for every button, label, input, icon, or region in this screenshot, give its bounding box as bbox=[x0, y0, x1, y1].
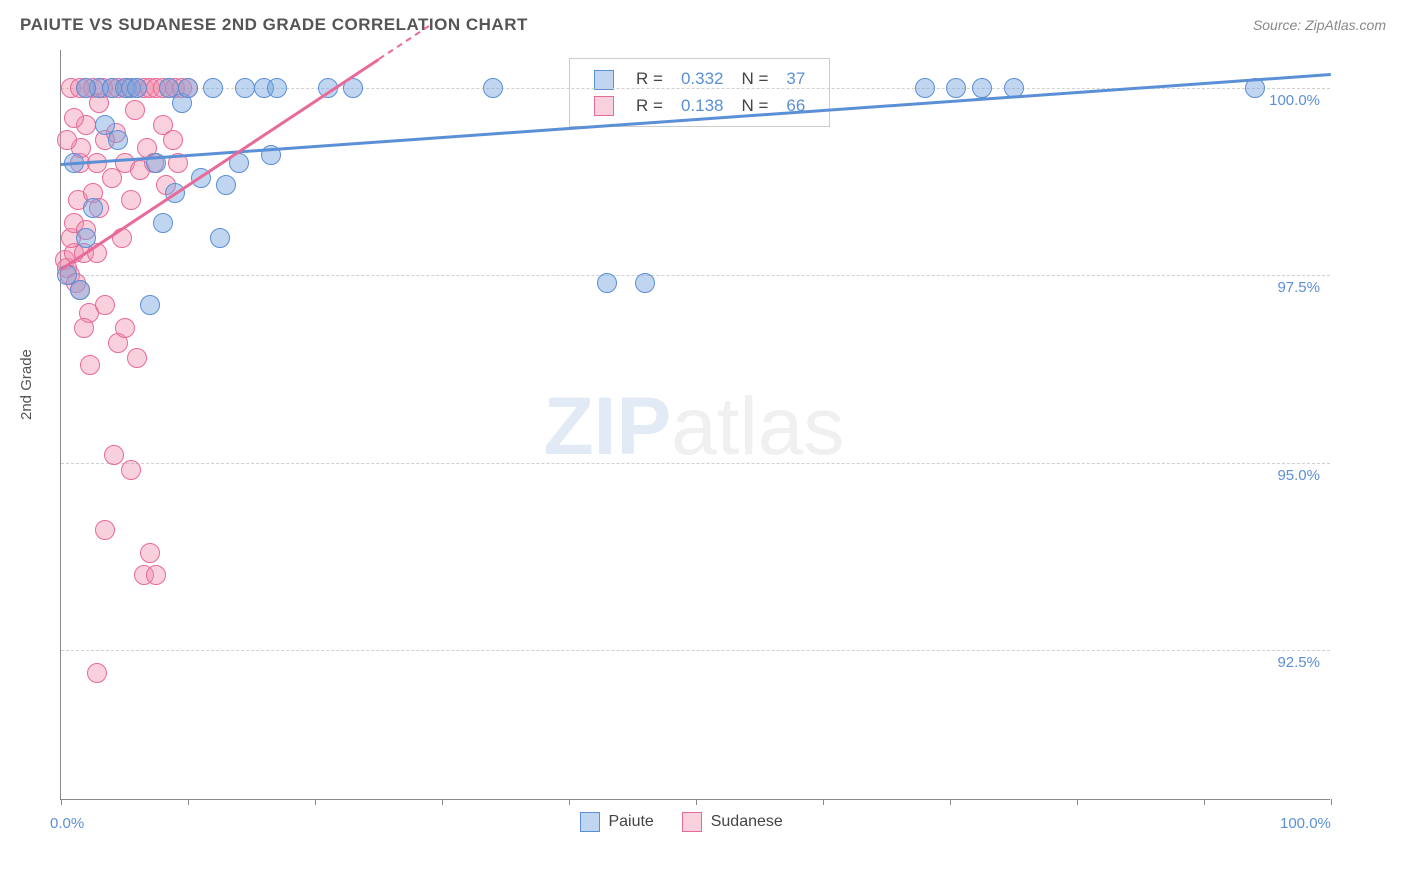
legend-label-paiute: Paiute bbox=[608, 813, 653, 830]
chart-source: Source: ZipAtlas.com bbox=[1253, 17, 1386, 33]
gridline bbox=[61, 463, 1330, 464]
data-point bbox=[104, 445, 124, 465]
xtick bbox=[823, 799, 824, 805]
data-point bbox=[946, 78, 966, 98]
data-point bbox=[597, 273, 617, 293]
watermark: ZIPatlas bbox=[544, 380, 845, 474]
xtick bbox=[1331, 799, 1332, 805]
ytick-label: 100.0% bbox=[1269, 92, 1320, 109]
chart-plot-area: ZIPatlas R = 0.332 N = 37 R = 0.138 N = … bbox=[60, 50, 1330, 800]
data-point bbox=[483, 78, 503, 98]
data-point bbox=[915, 78, 935, 98]
xtick-label-right: 100.0% bbox=[1280, 815, 1331, 832]
data-point bbox=[210, 228, 230, 248]
xtick bbox=[569, 799, 570, 805]
data-point bbox=[108, 130, 128, 150]
data-point bbox=[57, 130, 77, 150]
chart-header: PAIUTE VS SUDANESE 2ND GRADE CORRELATION… bbox=[0, 0, 1406, 40]
xtick bbox=[1077, 799, 1078, 805]
legend-item-sudanese: Sudanese bbox=[682, 812, 783, 832]
swatch-sudanese-icon bbox=[682, 812, 702, 832]
data-point bbox=[115, 318, 135, 338]
series-legend: Paiute Sudanese bbox=[568, 812, 795, 832]
data-point bbox=[87, 663, 107, 683]
data-point bbox=[125, 100, 145, 120]
data-point bbox=[635, 273, 655, 293]
data-point bbox=[95, 295, 115, 315]
data-point bbox=[163, 130, 183, 150]
data-point bbox=[203, 78, 223, 98]
data-point bbox=[972, 78, 992, 98]
data-point bbox=[74, 318, 94, 338]
xtick bbox=[1204, 799, 1205, 805]
xtick bbox=[950, 799, 951, 805]
chart-title: PAIUTE VS SUDANESE 2ND GRADE CORRELATION… bbox=[20, 15, 528, 35]
data-point bbox=[127, 78, 147, 98]
data-point bbox=[76, 78, 96, 98]
legend-item-paiute: Paiute bbox=[580, 812, 654, 832]
ytick-label: 97.5% bbox=[1277, 279, 1320, 296]
swatch-paiute-icon bbox=[580, 812, 600, 832]
gridline bbox=[61, 650, 1330, 651]
data-point bbox=[64, 108, 84, 128]
data-point bbox=[140, 543, 160, 563]
data-point bbox=[267, 78, 287, 98]
swatch-sudanese-icon bbox=[594, 96, 614, 116]
xtick bbox=[315, 799, 316, 805]
xtick bbox=[61, 799, 62, 805]
xtick bbox=[188, 799, 189, 805]
watermark-light: atlas bbox=[671, 381, 844, 472]
xtick-label-left: 0.0% bbox=[50, 815, 84, 832]
data-point bbox=[83, 198, 103, 218]
data-point bbox=[146, 565, 166, 585]
xtick bbox=[442, 799, 443, 805]
ytick-label: 95.0% bbox=[1277, 467, 1320, 484]
data-point bbox=[153, 213, 173, 233]
gridline bbox=[61, 275, 1330, 276]
r-label: R = bbox=[628, 94, 671, 119]
data-point bbox=[235, 78, 255, 98]
ytick-label: 92.5% bbox=[1277, 654, 1320, 671]
r-value-sudanese: 0.138 bbox=[673, 94, 732, 119]
y-axis-label: 2nd Grade bbox=[18, 349, 35, 420]
data-point bbox=[95, 520, 115, 540]
xtick bbox=[696, 799, 697, 805]
legend-label-sudanese: Sudanese bbox=[711, 813, 783, 830]
watermark-bold: ZIP bbox=[544, 381, 672, 472]
data-point bbox=[127, 348, 147, 368]
data-point bbox=[216, 175, 236, 195]
data-point bbox=[121, 190, 141, 210]
data-point bbox=[76, 228, 96, 248]
data-point bbox=[178, 78, 198, 98]
data-point bbox=[80, 355, 100, 375]
data-point bbox=[140, 295, 160, 315]
data-point bbox=[121, 460, 141, 480]
data-point bbox=[70, 280, 90, 300]
